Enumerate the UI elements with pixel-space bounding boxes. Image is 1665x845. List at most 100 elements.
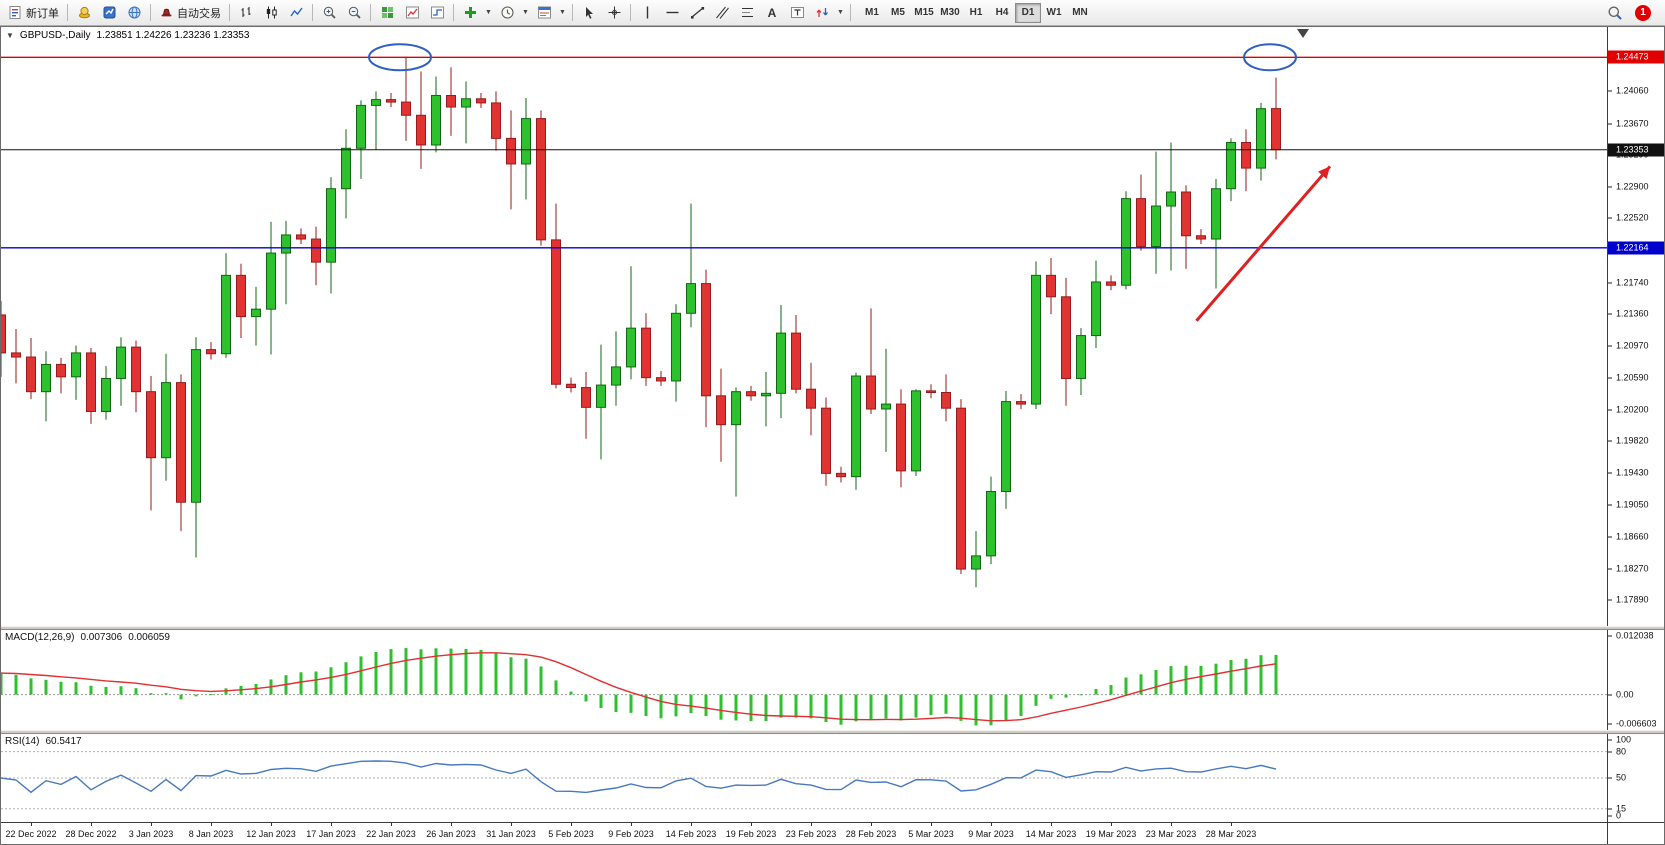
crosshair-button[interactable] (602, 2, 626, 24)
trendline-icon (690, 7, 704, 19)
indicators-button[interactable] (400, 2, 424, 24)
templates-dropdown-caret[interactable]: ▼ (559, 9, 566, 16)
candlestick-chart-button[interactable] (259, 2, 283, 24)
date-tick (991, 823, 992, 826)
pane-splitter[interactable] (1, 730, 1664, 734)
chart-title: ▼ GBPUSD-,Daily 1.23851 1.24226 1.23236 … (6, 30, 249, 41)
date-label: 5 Feb 2023 (548, 829, 594, 839)
rsi-plot[interactable]: RSI(14) 60.5417 (1, 734, 1607, 822)
navigator-button[interactable] (97, 2, 121, 24)
periods-dropdown-caret[interactable]: ▼ (522, 9, 529, 16)
price-tick: 1.22520 (1608, 213, 1664, 224)
date-tick (211, 823, 212, 826)
peak-circle-annotation-1[interactable] (368, 43, 432, 72)
text-icon: A (767, 5, 777, 20)
axis-corner (1607, 823, 1664, 844)
peak-circle-annotation-2[interactable] (1243, 43, 1297, 72)
crosshair-icon (608, 6, 620, 19)
line-chart-button[interactable] (284, 2, 308, 24)
toolbar: 新订单 (0, 0, 1665, 26)
rsi-value: 60.5417 (45, 736, 82, 747)
date-label: 22 Jan 2023 (366, 829, 416, 839)
macd-histogram (1, 648, 1278, 726)
date-label: 9 Mar 2023 (968, 829, 1014, 839)
arrows-button[interactable] (810, 2, 834, 24)
trend-arrow-annotation[interactable] (1195, 165, 1332, 322)
new-order-icon (9, 6, 21, 19)
bar-chart-button[interactable] (234, 2, 258, 24)
add-indicator-button[interactable] (458, 2, 482, 24)
rsi-pane: RSI(14) 60.5417 100 80 50 15 0 (1, 734, 1664, 822)
zoom-in-icon (323, 6, 336, 19)
one-click-trading-toggle[interactable]: ▼ (6, 31, 14, 40)
date-tick (91, 823, 92, 826)
add-indicator-dropdown-caret[interactable]: ▼ (485, 9, 492, 16)
macd-canvas (1, 648, 1607, 726)
timeframe-button-m1[interactable]: M1 (859, 3, 885, 23)
macd-label: MACD(12,26,9) 0.007306 0.006059 (5, 632, 170, 643)
toolbar-separator (150, 4, 151, 21)
date-label: 3 Jan 2023 (128, 829, 174, 839)
macd-axis[interactable]: 0.012038 0.00 -0.006603 (1607, 630, 1664, 730)
search-button[interactable] (1603, 2, 1627, 24)
date-label: 14 Mar 2023 (1025, 829, 1077, 839)
chart-window: ▼ GBPUSD-,Daily 1.23851 1.24226 1.23236 … (0, 26, 1665, 845)
timeframe-button-h4[interactable]: H4 (989, 3, 1015, 23)
rsi-axis-tick: 15 (1608, 803, 1664, 814)
market-watch-icon (78, 6, 90, 19)
date-label: 28 Dec 2022 (65, 829, 117, 839)
cursor-button[interactable] (577, 2, 601, 24)
fibonacci-button[interactable] (735, 2, 759, 24)
timeframe-button-m5[interactable]: M5 (885, 3, 911, 23)
search-icon (1608, 6, 1622, 20)
timeframe-button-d1[interactable]: D1 (1015, 2, 1041, 23)
zoom-in-button[interactable] (317, 2, 341, 24)
timeframe-button-m30[interactable]: M30 (937, 3, 963, 23)
date-label: 23 Mar 2023 (1145, 829, 1197, 839)
autotrading-button[interactable]: 自动交易 (155, 2, 225, 24)
main-chart-plot[interactable]: ▼ GBPUSD-,Daily 1.23851 1.24226 1.23236 … (1, 27, 1607, 626)
date-tick (1111, 823, 1112, 826)
text-button[interactable]: A (760, 2, 784, 24)
notification-badge[interactable]: 1 (1635, 4, 1651, 21)
toolbar-right: 1 (1603, 2, 1661, 24)
macd-plot[interactable]: MACD(12,26,9) 0.007306 0.006059 (1, 630, 1607, 730)
tile-windows-button[interactable] (375, 2, 399, 24)
price-tick: 1.19820 (1608, 436, 1664, 447)
date-tick (1171, 823, 1172, 826)
pane-splitter[interactable] (1, 626, 1664, 630)
time-axis[interactable]: 22 Dec 2022 28 Dec 2022 3 Jan 2023 8 Jan 20… (1, 822, 1664, 844)
main-chart-canvas (1, 29, 1607, 588)
fibonacci-icon (741, 8, 753, 17)
rsi-axis[interactable]: 100 80 50 15 0 (1607, 734, 1664, 822)
zoom-out-button[interactable] (342, 2, 366, 24)
timeframe-button-mn[interactable]: MN (1067, 3, 1093, 23)
text-label-button[interactable] (785, 2, 809, 24)
price-tick: 1.20970 (1608, 341, 1664, 352)
horizontal-line-button[interactable] (660, 2, 684, 24)
timeframe-button-w1[interactable]: W1 (1041, 3, 1067, 23)
periods-button[interactable] (495, 2, 519, 24)
date-tick (811, 823, 812, 826)
templates-button[interactable] (532, 2, 556, 24)
date-tick (451, 823, 452, 826)
channel-button[interactable] (710, 2, 734, 24)
macd-axis-tick: -0.006603 (1608, 719, 1664, 730)
date-tick (571, 823, 572, 826)
market-watch-button[interactable] (72, 2, 96, 24)
web-terminal-button[interactable] (122, 2, 146, 24)
toolbar-separator (453, 4, 454, 21)
timeframe-button-h1[interactable]: H1 (963, 3, 989, 23)
arrows-dropdown-caret[interactable]: ▼ (837, 9, 844, 16)
new-order-button[interactable]: 新订单 (4, 2, 63, 24)
price-axis[interactable]: 1.240601.236701.232901.229001.225201.221… (1607, 27, 1664, 626)
rsi-canvas (1, 751, 1607, 810)
chart-shift-marker[interactable] (1297, 29, 1309, 38)
trendline-button[interactable] (685, 2, 709, 24)
timeframe-button-m15[interactable]: M15 (911, 3, 937, 23)
new-order-label: 新订单 (26, 7, 59, 20)
date-tick (691, 823, 692, 826)
objects-button[interactable] (425, 2, 449, 24)
price-tick: 1.18270 (1608, 564, 1664, 575)
vertical-line-button[interactable] (635, 2, 659, 24)
